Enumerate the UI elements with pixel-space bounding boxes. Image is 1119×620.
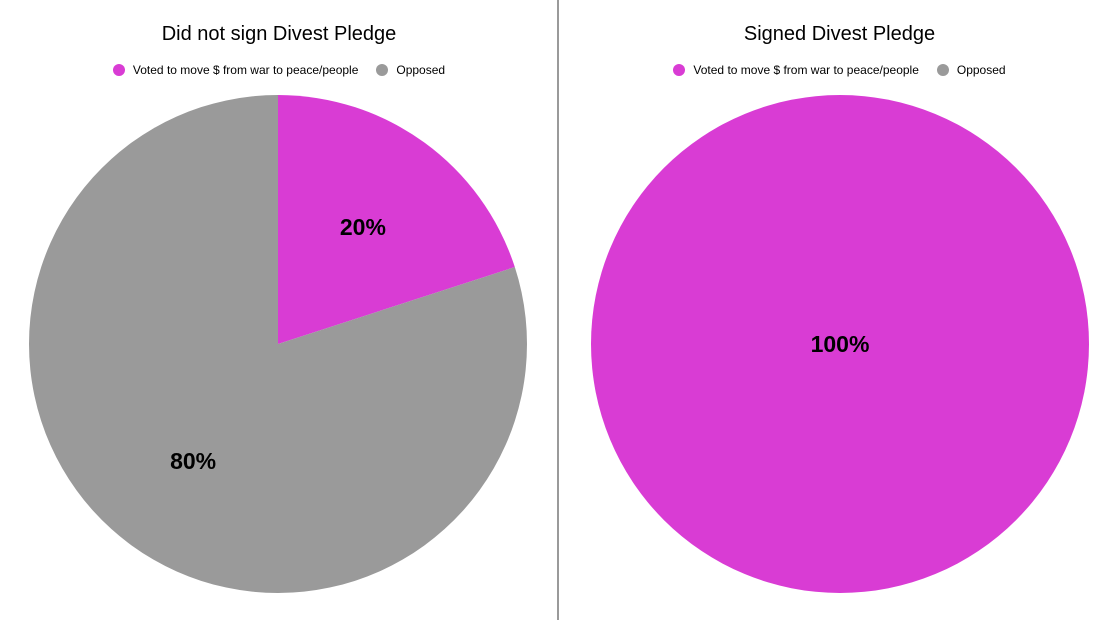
legend-entry-voted: Voted to move $ from war to peace/people — [673, 63, 919, 77]
chart-legend: Voted to move $ from war to peace/people… — [560, 63, 1119, 77]
chart-legend: Voted to move $ from war to peace/people… — [0, 63, 558, 77]
pie-chart-did-not-sign: 20% 80% — [28, 95, 527, 594]
legend-entry-opposed: Opposed — [936, 63, 1006, 77]
legend-label-voted: Voted to move $ from war to peace/people — [693, 63, 919, 77]
chart-title: Did not sign Divest Pledge — [161, 23, 397, 45]
legend-swatch-opposed — [936, 64, 949, 76]
chart-panel-did-not-sign: Did not sign Divest Pledge Voted to move… — [0, 0, 558, 620]
pie-slice-voted — [278, 95, 515, 344]
legend-label-opposed: Opposed — [396, 63, 446, 77]
legend-entry-voted: Voted to move $ from war to peace/people — [112, 63, 359, 77]
chart-panel-signed: Signed Divest Pledge Voted to move $ fro… — [560, 0, 1119, 620]
panel-divider — [557, 0, 559, 620]
legend-entry-opposed: Opposed — [376, 63, 445, 77]
legend-swatch-voted — [673, 64, 686, 76]
data-label-voted: 20% — [340, 214, 386, 240]
legend-swatch-opposed — [376, 64, 389, 76]
pie-chart-signed: 100% — [591, 95, 1089, 593]
legend-label-voted: Voted to move $ from war to peace/people — [132, 63, 359, 77]
chart-title: Signed Divest Pledge — [743, 23, 936, 45]
legend-swatch-voted — [112, 64, 125, 76]
data-label-voted: 100% — [811, 331, 870, 357]
pie-slice-voted — [591, 95, 1089, 593]
data-label-opposed: 80% — [170, 448, 216, 474]
pie-slice-opposed — [28, 95, 527, 594]
legend-label-opposed: Opposed — [956, 63, 1006, 77]
